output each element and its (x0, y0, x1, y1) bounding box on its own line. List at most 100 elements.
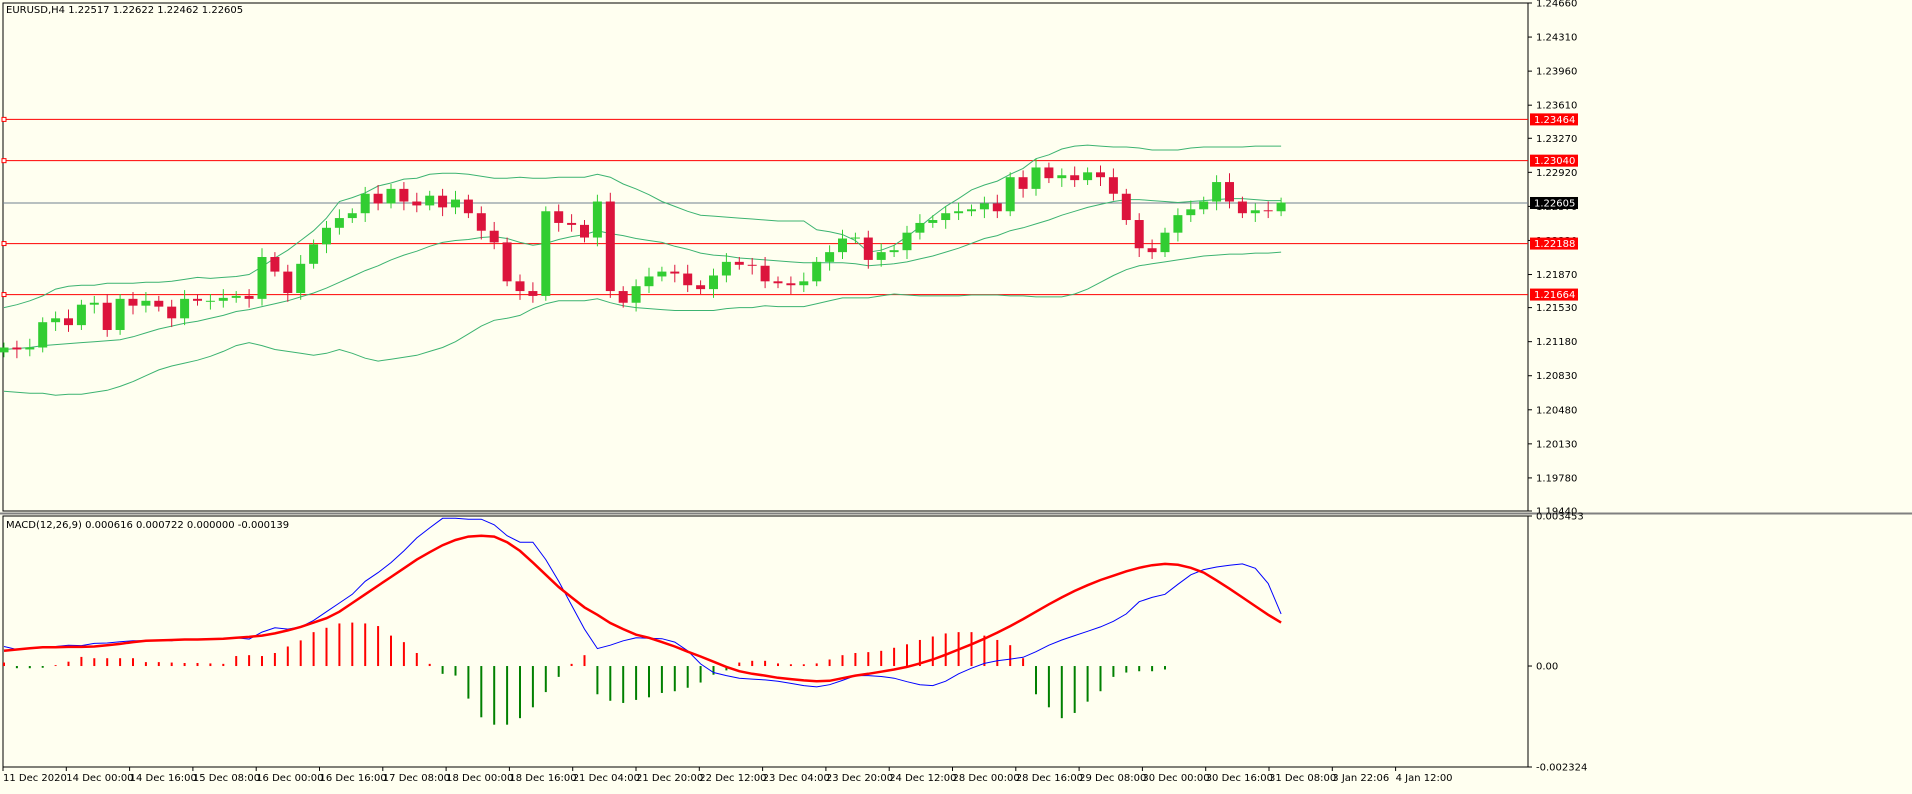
time-tick-label: 28 Dec 00:00 (953, 773, 1020, 784)
candle-body (580, 224, 589, 238)
candle-body (1121, 193, 1131, 221)
candle-body (360, 193, 370, 214)
signal-line (3, 534, 1282, 683)
candle-body (967, 209, 976, 212)
candle-body (618, 291, 628, 303)
candle-body (760, 265, 770, 282)
time-tick-label: 30 Dec 00:00 (1142, 773, 1209, 784)
price-panel-frame (2, 2, 1529, 512)
candle-body (438, 195, 448, 208)
candles (0, 158, 1286, 359)
candle-body (334, 218, 344, 228)
time-tick-label: 22 Dec 12:00 (699, 773, 766, 784)
candle-body (825, 252, 835, 262)
candle-body (889, 250, 899, 253)
candle-body (915, 222, 925, 233)
time-tick-label: 31 Dec 08:00 (1269, 773, 1336, 784)
bollinger-lower (3, 251, 1282, 396)
candle-body (1212, 182, 1222, 202)
candle-body (1134, 220, 1144, 249)
candle-body (863, 237, 873, 260)
candle-body (605, 201, 615, 292)
candle-body (1263, 210, 1273, 212)
price-tick-label: 1.23610 (1536, 101, 1577, 112)
time-tick-label: 18 Dec 00:00 (446, 773, 513, 784)
candle-body (476, 213, 486, 231)
candle-body (373, 193, 383, 204)
candle-body (1225, 182, 1234, 202)
candle-body (541, 211, 551, 296)
candle-body (773, 281, 783, 284)
candle-body (296, 263, 306, 294)
candle-body (838, 238, 847, 253)
price-tick-label: 1.19780 (1536, 473, 1577, 484)
candle-body (979, 203, 989, 210)
macd-histogram (3, 622, 1166, 725)
time-tick-label: 3 Jan 22:06 (1332, 773, 1389, 784)
candle-body (1018, 177, 1028, 189)
candle-body (89, 302, 99, 305)
candle-body (412, 201, 422, 206)
level-price-label: 1.23040 (1534, 156, 1575, 167)
candle-body (902, 232, 912, 251)
price-tick-label: 1.21530 (1536, 303, 1577, 314)
candle-body (502, 242, 512, 282)
time-tick-label: 21 Dec 04:00 (573, 773, 640, 784)
macd-axis: 0.003453 0.00 -0.002324 (1528, 512, 1587, 774)
candle-body (115, 298, 125, 330)
time-tick-label: 17 Dec 08:00 (383, 773, 450, 784)
price-tick-label: 1.21870 (1536, 270, 1577, 281)
level-price-box (1530, 237, 1578, 250)
candle-body (1031, 167, 1041, 189)
candle-body (592, 201, 602, 238)
candle-body (231, 295, 241, 298)
time-tick-label: 23 Dec 04:00 (763, 773, 830, 784)
time-tick-label: 16 Dec 16:00 (320, 773, 387, 784)
current-price-box (1530, 196, 1578, 209)
candle-body (64, 318, 73, 326)
time-tick-label: 16 Dec 00:00 (256, 773, 323, 784)
candle-body (0, 347, 9, 353)
candle-body (154, 300, 164, 307)
time-tick-label: 24 Dec 12:00 (889, 773, 956, 784)
candle-body (347, 213, 357, 219)
macd-panel-frame (2, 515, 1529, 768)
candle-body (1147, 248, 1157, 253)
price-panel (2, 2, 1529, 512)
candle-body (205, 300, 215, 302)
candle-body (644, 276, 654, 287)
price-tick-label: 1.19440 (1536, 507, 1577, 518)
level-anchor (1, 241, 7, 247)
price-tick-label: 1.20480 (1536, 405, 1577, 416)
time-tick-label: 14 Dec 16:00 (130, 773, 197, 784)
candle-body (683, 273, 693, 286)
candle-body (1005, 177, 1015, 212)
candle-body (128, 298, 138, 306)
candle-body (76, 304, 86, 326)
candle-body (180, 298, 190, 319)
level-price-box (1530, 113, 1578, 126)
macd-panel-header: MACD(12,26,9) 0.000616 0.000722 0.000000… (6, 520, 289, 531)
candle-body (1057, 175, 1067, 179)
price-tick-label: 1.23270 (1536, 134, 1577, 145)
candle-body (657, 271, 667, 277)
time-tick-label: 14 Dec 00:00 (66, 773, 133, 784)
candle-body (489, 230, 499, 243)
candle-body (1083, 172, 1093, 181)
time-tick-label: 15 Dec 08:00 (193, 773, 260, 784)
candle-body (1250, 210, 1260, 214)
candle-body (1199, 201, 1209, 210)
candle-body (670, 271, 680, 274)
time-tick-label: 30 Dec 16:00 (1206, 773, 1273, 784)
current-price-label: 1.22605 (1534, 198, 1575, 209)
candle-body (876, 252, 886, 260)
candle-body (283, 271, 293, 294)
candle-body (696, 285, 706, 290)
candle-body (25, 347, 35, 350)
macd-tick-label: 0.003453 (1536, 512, 1584, 523)
level-price-label: 1.23464 (1534, 115, 1575, 126)
candle-body (941, 213, 951, 221)
price-panel-header: EURUSD,H4 1.22517 1.22622 1.22462 1.2260… (6, 5, 243, 16)
candle-body (257, 257, 267, 299)
